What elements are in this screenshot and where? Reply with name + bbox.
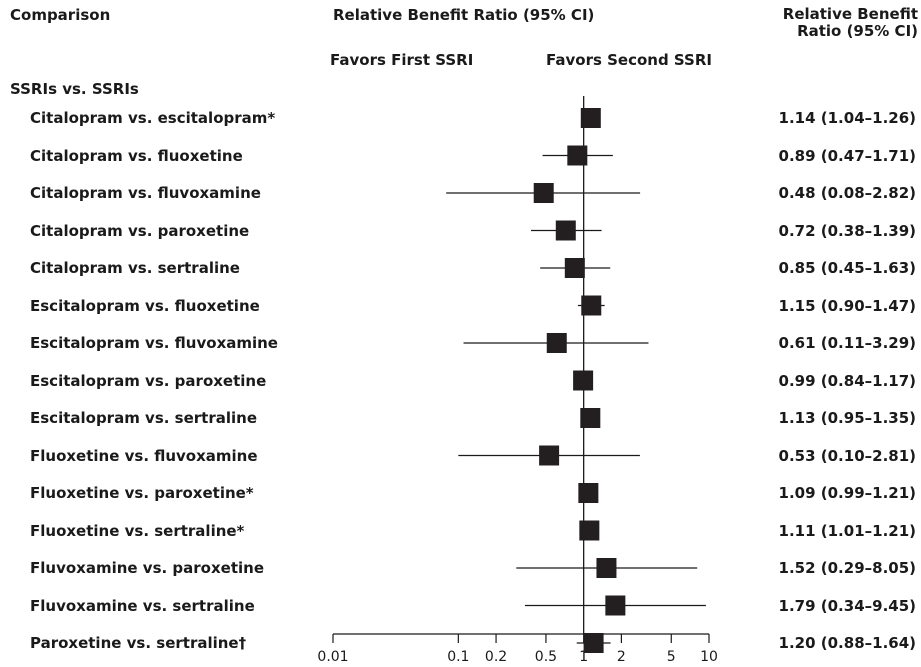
ratio-ci-value: 0.72 (0.38–1.39) (778, 221, 916, 240)
section-label: SSRIs vs. SSRIs (10, 80, 139, 98)
estimate-marker (583, 633, 604, 653)
estimate-marker (567, 145, 588, 166)
estimate-marker (596, 558, 617, 578)
ratio-ci-value: 1.20 (0.88–1.64) (778, 634, 916, 652)
estimate-marker (573, 370, 594, 391)
ratio-ci-value: 0.53 (0.10–2.81) (778, 446, 916, 465)
x-tick-label: 2 (617, 649, 626, 665)
favors-first-label: Favors First SSRI (330, 51, 474, 69)
comparison-label: Escitalopram vs. fluoxetine (30, 296, 260, 315)
ratio-ci-value: 0.48 (0.08–2.82) (778, 184, 916, 202)
ratio-ci-header-line1: Relative Benefit (782, 5, 918, 23)
estimate-marker (580, 108, 601, 128)
comparison-header: Comparison (10, 6, 111, 24)
comparison-label: Fluoxetine vs. fluvoxamine (30, 446, 258, 465)
ratio-ci-header-line2: Ratio (95% CI) (797, 22, 918, 40)
x-tick-label: 0.01 (317, 649, 348, 665)
x-tick-label: 5 (667, 649, 676, 665)
comparison-label: Citalopram vs. sertraline (30, 259, 240, 277)
comparison-label: Citalopram vs. fluoxetine (30, 146, 243, 165)
comparison-label: Citalopram vs. fluvoxamine (30, 184, 261, 202)
ratio-ci-header: Relative Benefit Ratio (95% CI) (780, 6, 918, 40)
estimate-marker (605, 595, 626, 616)
estimate-marker (539, 445, 560, 466)
estimate-marker (579, 520, 600, 541)
estimate-marker (546, 333, 567, 353)
ratio-ci-value: 1.15 (0.90–1.47) (778, 296, 916, 315)
estimate-marker (564, 258, 585, 278)
ratio-ci-value: 0.85 (0.45–1.63) (778, 259, 916, 277)
estimate-marker (533, 183, 554, 203)
ratio-header: Relative Benefit Ratio (95% CI) (333, 6, 595, 24)
estimate-marker (581, 295, 602, 316)
comparison-label: Escitalopram vs. paroxetine (30, 371, 267, 390)
comparison-label: Fluoxetine vs. sertraline* (30, 521, 245, 540)
comparison-label: Citalopram vs. escitalopram* (30, 109, 276, 127)
x-tick-label: 0.2 (485, 649, 507, 665)
ratio-ci-value: 0.89 (0.47–1.71) (778, 146, 916, 165)
comparison-label: Escitalopram vs. sertraline (30, 409, 258, 427)
ratio-ci-value: 1.11 (1.01–1.21) (778, 521, 916, 540)
ratio-ci-value: 0.99 (0.84–1.17) (778, 371, 916, 390)
estimate-marker (578, 483, 599, 503)
ratio-ci-value: 1.14 (1.04–1.26) (778, 109, 916, 127)
x-tick-label: 1 (579, 649, 588, 665)
ratio-ci-value: 1.09 (0.99–1.21) (778, 484, 916, 502)
x-tick-label: 0.5 (535, 649, 557, 665)
ratio-ci-value: 1.52 (0.29–8.05) (778, 559, 916, 577)
ratio-ci-value: 0.61 (0.11–3.29) (778, 334, 916, 352)
comparison-label: Escitalopram vs. fluvoxamine (30, 334, 278, 352)
comparison-label: Paroxetine vs. sertraline† (30, 634, 247, 652)
x-tick-label: 0.1 (447, 649, 469, 665)
comparison-label: Fluoxetine vs. paroxetine* (30, 484, 254, 502)
estimate-marker (555, 220, 576, 241)
estimate-marker (580, 408, 601, 428)
comparison-label: Fluvoxamine vs. sertraline (30, 596, 255, 615)
favors-second-label: Favors Second SSRI (546, 51, 712, 69)
comparison-label: Fluvoxamine vs. paroxetine (30, 559, 264, 577)
x-tick-label: 10 (700, 649, 718, 665)
comparison-label: Citalopram vs. paroxetine (30, 221, 250, 240)
ratio-ci-value: 1.13 (0.95–1.35) (778, 409, 916, 427)
ratio-ci-value: 1.79 (0.34–9.45) (778, 596, 916, 615)
